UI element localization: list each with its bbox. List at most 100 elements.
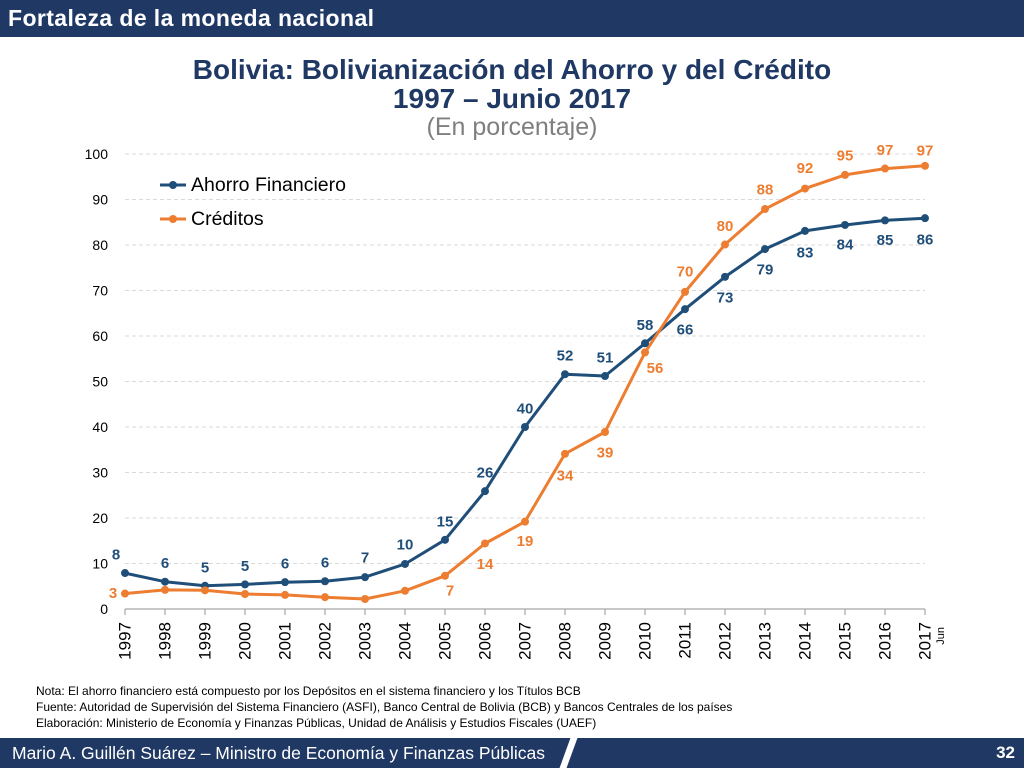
ahorro-financiero-data-label: 6	[161, 555, 169, 572]
creditos-point	[601, 428, 609, 437]
source-line: Fuente: Autoridad de Supervisión del Sis…	[36, 700, 733, 714]
chart-subtitle: (En porcentaje)	[426, 113, 598, 141]
x-tick-label: 1997	[116, 622, 135, 660]
creditos-point	[681, 287, 689, 296]
creditos-point	[801, 184, 809, 193]
x-tick-label: 2008	[556, 622, 575, 660]
creditos-point	[241, 589, 249, 598]
x-tick-label: 2001	[276, 622, 295, 660]
legend: Ahorro Financiero Créditos	[160, 174, 346, 230]
ahorro-financiero-point	[721, 272, 729, 281]
creditos-point	[561, 449, 569, 458]
page-number: 32	[996, 743, 1015, 762]
ahorro-financiero-data-label: 40	[517, 401, 534, 418]
x-tick-label: 2012	[716, 622, 735, 660]
gridlines	[125, 153, 925, 564]
ahorro-financiero-data-label: 51	[597, 350, 614, 367]
creditos-point	[321, 593, 329, 602]
ahorro-financiero-data-label: 8	[112, 547, 120, 564]
legend-swatch-marker	[169, 215, 177, 223]
elaboration-line: Elaboración: Ministerio de Economía y Fi…	[36, 716, 597, 730]
x-tick-label: 2007	[516, 622, 535, 660]
ahorro-financiero-point	[401, 559, 409, 568]
notes-block: Nota: El ahorro financiero está compuest…	[36, 683, 732, 731]
x-tick-label: 2000	[236, 622, 255, 660]
x-tick-label: 2009	[596, 622, 615, 660]
ahorro-financiero-point	[161, 577, 169, 586]
ahorro-financiero-point	[841, 220, 849, 229]
creditos-point	[401, 586, 409, 595]
ahorro-financiero-data-label: 73	[717, 289, 734, 306]
header-band: Fortaleza de la moneda nacional	[0, 0, 1024, 37]
ahorro-financiero-point	[281, 578, 289, 587]
x-sublabel: Jun	[935, 627, 947, 645]
creditos-data-label: 56	[647, 360, 664, 377]
ahorro-financiero-point	[801, 226, 809, 235]
ahorro-financiero-point	[641, 339, 649, 348]
ahorro-financiero-point	[321, 577, 329, 586]
y-tick-label: 10	[92, 556, 108, 572]
ahorro-financiero-data-label: 52	[557, 348, 574, 365]
creditos-data-label: 34	[557, 467, 574, 484]
ahorro-financiero-data-label: 6	[281, 556, 289, 573]
y-tick-label: 80	[92, 237, 108, 253]
ahorro-financiero-data-label: 86	[917, 232, 934, 249]
series-markers	[121, 161, 929, 603]
creditos-data-label: 70	[677, 263, 694, 280]
ahorro-financiero-point	[921, 214, 929, 223]
ahorro-financiero-point	[681, 305, 689, 314]
creditos-point	[841, 170, 849, 179]
legend-label: Ahorro Financiero	[191, 174, 346, 196]
presenter-text: Mario A. Guillén Suárez – Ministro de Ec…	[12, 743, 546, 763]
y-tick-label: 40	[92, 419, 108, 435]
ahorro-financiero-data-label: 7	[361, 550, 369, 567]
x-tick-label: 2010	[636, 622, 655, 660]
x-tick-label: 2015	[836, 622, 855, 660]
x-tick-label: 2002	[316, 622, 335, 660]
ahorro-financiero-data-label: 5	[241, 558, 249, 575]
chart-title-period: 1997 – Junio 2017	[392, 83, 632, 114]
creditos-data-label: 95	[837, 147, 854, 164]
legend-item-ahorro-financiero: Ahorro Financiero	[160, 174, 346, 196]
ahorro-financiero-point	[601, 372, 609, 381]
x-tick-label: 2017	[916, 622, 935, 660]
ahorro-financiero-data-label: 6	[321, 555, 329, 572]
creditos-point	[481, 539, 489, 548]
ahorro-financiero-data-label: 26	[477, 465, 494, 482]
x-tick-label: 1999	[196, 622, 215, 660]
x-tick-label: 2011	[676, 622, 695, 659]
section-title: Fortaleza de la moneda nacional	[8, 5, 375, 31]
creditos-point	[641, 348, 649, 357]
creditos-point	[201, 586, 209, 595]
creditos-point	[121, 589, 129, 598]
y-tick-label: 60	[92, 328, 108, 344]
creditos-data-label: 97	[877, 142, 894, 159]
y-tick-label: 50	[92, 374, 108, 390]
ahorro-financiero-point	[241, 580, 249, 589]
creditos-point	[521, 517, 529, 526]
legend-label: Créditos	[191, 208, 264, 230]
ahorro-financiero-data-label: 58	[637, 317, 654, 334]
y-tick-label: 70	[92, 283, 108, 299]
ahorro-financiero-data-label: 83	[797, 244, 814, 261]
x-axis: 1997 1998 1999 2000 2001 2002 2003 2004 2005 2006…	[116, 608, 947, 660]
ahorro-financiero-point	[361, 573, 369, 582]
creditos-data-label: 19	[517, 533, 534, 550]
legend-item-creditos: Créditos	[160, 208, 264, 230]
creditos-point	[921, 161, 929, 170]
y-tick-label: 100	[85, 146, 109, 162]
creditos-data-label: 92	[797, 160, 814, 177]
x-tick-label: 2004	[396, 622, 415, 660]
creditos-data-label: 80	[717, 218, 734, 235]
ahorro-financiero-point	[881, 216, 889, 225]
creditos-data-label: 39	[597, 445, 614, 462]
creditos-data-label: 97	[917, 142, 934, 159]
ahorro-financiero-point	[441, 535, 449, 544]
creditos-point	[161, 585, 169, 594]
ahorro-financiero-data-label: 66	[677, 322, 694, 339]
y-tick-label: 20	[92, 510, 108, 526]
chart-title-block: Bolivia: Bolivianización del Ahorro y de…	[0, 55, 1024, 142]
